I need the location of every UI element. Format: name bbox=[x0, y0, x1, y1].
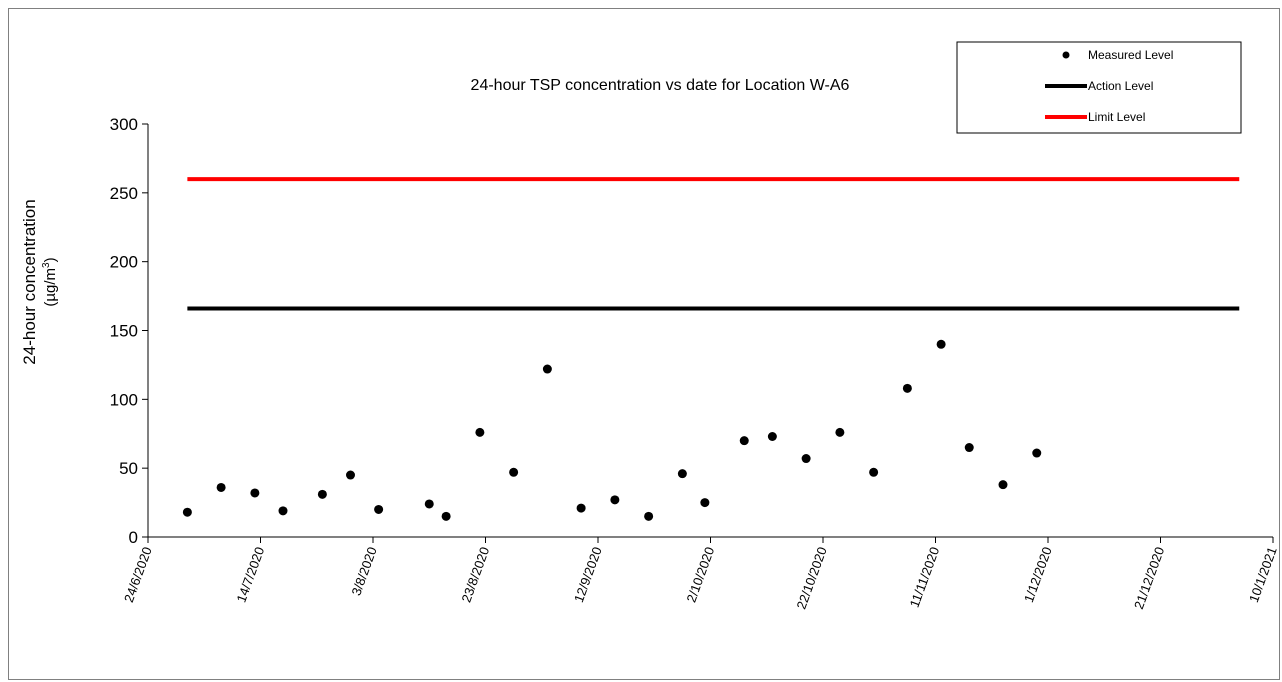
y-tick-label: 200 bbox=[110, 253, 138, 272]
y-axis-label-superscript: 3 bbox=[41, 262, 52, 268]
x-tick-label: 11/11/2020 bbox=[907, 545, 943, 609]
measured-point bbox=[374, 504, 384, 514]
y-tick-label: 150 bbox=[110, 322, 138, 341]
y-tick-label: 100 bbox=[110, 390, 138, 409]
measured-point bbox=[576, 503, 586, 513]
measured-point bbox=[801, 454, 811, 464]
measured-point bbox=[441, 511, 451, 521]
x-tick-label: 3/8/2020 bbox=[348, 545, 379, 598]
legend-label: Action Level bbox=[1088, 79, 1153, 93]
measured-point bbox=[278, 506, 288, 516]
y-tick-label: 250 bbox=[110, 184, 138, 203]
measured-point bbox=[767, 432, 777, 442]
measured-point bbox=[475, 427, 485, 437]
x-tick-label: 10/1/2021 bbox=[1246, 545, 1280, 604]
measured-point bbox=[216, 482, 226, 492]
chart-border bbox=[8, 8, 1280, 680]
measured-point bbox=[700, 498, 710, 508]
x-tick-label: 1/12/2020 bbox=[1021, 545, 1055, 604]
y-tick-label: 300 bbox=[110, 115, 138, 134]
measured-point bbox=[250, 488, 260, 498]
measured-point bbox=[317, 489, 327, 499]
x-tick-label: 14/7/2020 bbox=[233, 545, 267, 604]
measured-point bbox=[998, 480, 1008, 490]
legend-box bbox=[956, 41, 1242, 134]
legend-label: Limit Level bbox=[1088, 110, 1145, 124]
measured-point bbox=[424, 499, 434, 509]
y-axis-label-close: ) bbox=[42, 257, 59, 262]
x-tick-label: 24/6/2020 bbox=[121, 545, 155, 604]
measured-point bbox=[677, 469, 687, 479]
legend-label: Measured Level bbox=[1088, 48, 1173, 62]
chart-svg: 0 50 100 150 200 250 300 24/6/2020 14/7/2020 3/8/… bbox=[8, 8, 1280, 680]
y-axis-label-line2: (µg/m3) bbox=[41, 257, 59, 306]
measured-point bbox=[739, 436, 749, 446]
y-tick-label: 50 bbox=[119, 459, 138, 478]
measured-point bbox=[936, 339, 946, 349]
measured-point bbox=[964, 443, 974, 453]
x-tick-label: 12/9/2020 bbox=[571, 545, 605, 604]
y-tick-label: 0 bbox=[129, 528, 138, 547]
chart-frame: 0 50 100 150 200 250 300 24/6/2020 14/7/2020 3/8/… bbox=[8, 8, 1280, 680]
measured-point bbox=[542, 364, 552, 374]
y-axis-label-line1: 24-hour concentration bbox=[20, 199, 39, 364]
x-tick-label: 2/10/2020 bbox=[683, 545, 717, 604]
measured-point bbox=[182, 507, 192, 517]
measured-point bbox=[610, 495, 620, 505]
measured-point bbox=[869, 467, 879, 477]
x-tick-label: 22/10/2020 bbox=[793, 545, 829, 611]
chart-title: 24-hour TSP concentration vs date for Lo… bbox=[471, 77, 850, 94]
legend-swatch-marker bbox=[1062, 51, 1070, 59]
y-axis-label-unit: (µg/m bbox=[42, 268, 59, 307]
x-tick-label: 23/8/2020 bbox=[458, 545, 492, 604]
measured-point bbox=[644, 511, 654, 521]
measured-point bbox=[509, 467, 519, 477]
measured-point bbox=[902, 383, 912, 393]
measured-point bbox=[835, 427, 845, 437]
measured-point bbox=[1032, 448, 1042, 458]
x-tick-label: 21/12/2020 bbox=[1131, 545, 1167, 611]
measured-point bbox=[346, 470, 355, 480]
